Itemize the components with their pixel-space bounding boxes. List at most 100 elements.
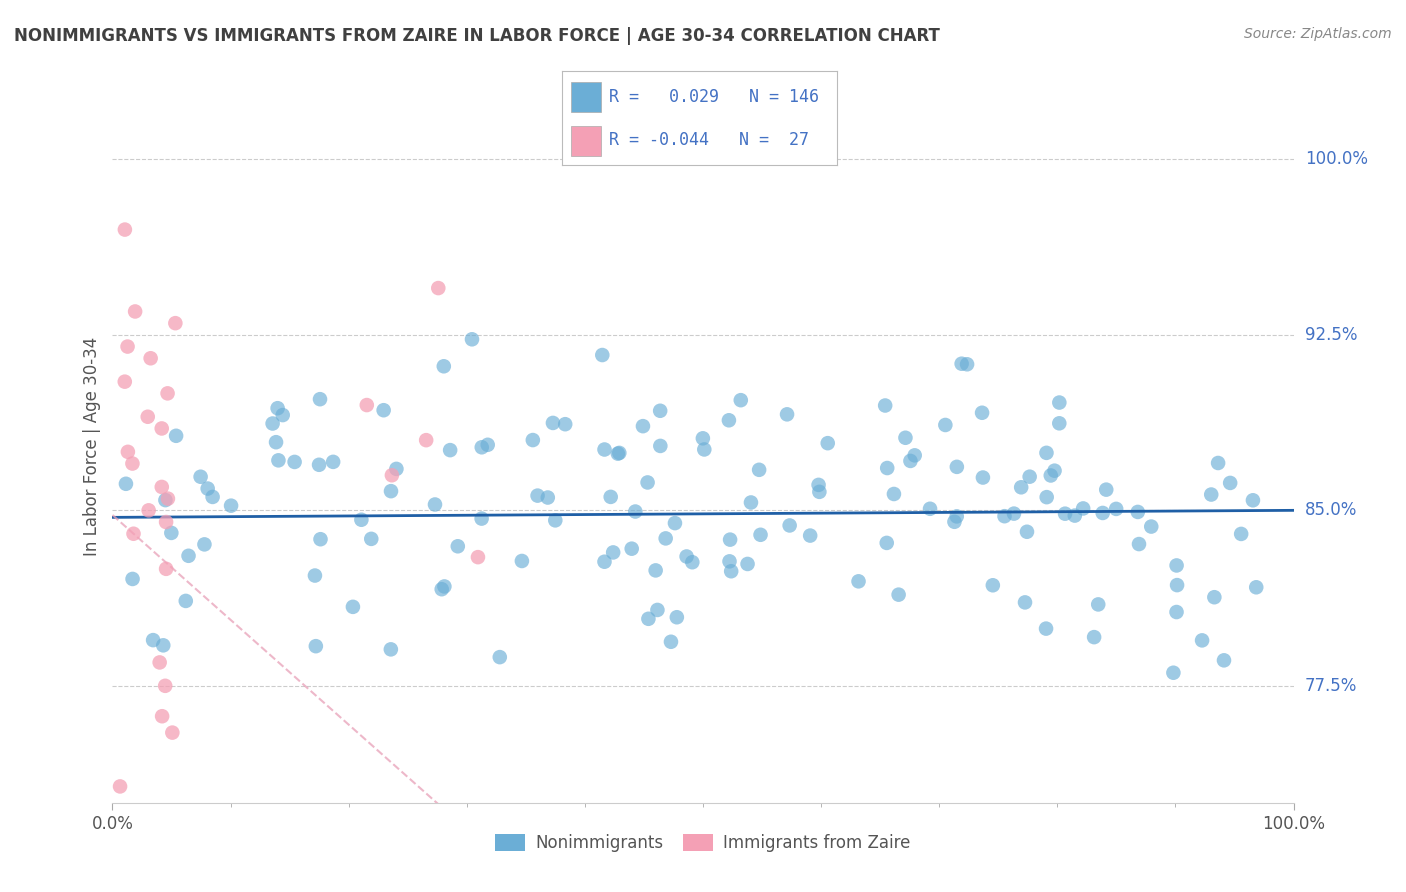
Point <box>447 539 470 553</box>
Point <box>380 642 402 657</box>
Point <box>117 340 139 354</box>
Point <box>692 431 714 445</box>
Point <box>415 433 437 447</box>
Point <box>904 448 927 462</box>
Point <box>381 468 404 483</box>
Point <box>665 610 688 624</box>
Point <box>380 484 402 499</box>
Point <box>165 429 187 443</box>
Point <box>150 709 173 723</box>
Point <box>807 478 830 492</box>
Text: 100.0%: 100.0% <box>1305 151 1368 169</box>
Point <box>305 639 328 653</box>
Point <box>637 475 659 490</box>
Point <box>150 480 173 494</box>
Point <box>1244 580 1267 594</box>
Point <box>887 588 910 602</box>
Point <box>219 499 242 513</box>
Point <box>776 408 799 422</box>
Point <box>1230 527 1253 541</box>
Point <box>1047 417 1070 431</box>
Point <box>309 532 332 546</box>
Point <box>522 433 544 447</box>
Point <box>779 518 801 533</box>
Point <box>1010 480 1032 494</box>
Point <box>136 409 159 424</box>
Point <box>664 516 686 530</box>
Point <box>427 281 450 295</box>
Point <box>373 403 395 417</box>
Point <box>1095 483 1118 497</box>
Point <box>1204 591 1226 605</box>
Text: R = -0.044   N =  27: R = -0.044 N = 27 <box>609 131 808 149</box>
Point <box>817 436 839 450</box>
Point <box>647 603 669 617</box>
Point <box>1091 506 1114 520</box>
Point <box>943 515 966 529</box>
Point <box>114 222 136 236</box>
Point <box>1166 605 1188 619</box>
Point <box>740 495 762 509</box>
Point <box>108 780 131 794</box>
Point <box>693 442 716 457</box>
Point <box>1105 502 1128 516</box>
Point <box>477 438 499 452</box>
Point <box>1043 464 1066 478</box>
Point <box>304 568 326 582</box>
Point <box>950 357 973 371</box>
Point <box>591 348 613 362</box>
Point <box>1035 490 1057 504</box>
Point <box>1063 508 1085 523</box>
Text: NONIMMIGRANTS VS IMMIGRANTS FROM ZAIRE IN LABOR FORCE | AGE 30-34 CORRELATION CH: NONIMMIGRANTS VS IMMIGRANTS FROM ZAIRE I… <box>14 27 941 45</box>
Point <box>554 417 576 432</box>
Text: 92.5%: 92.5% <box>1305 326 1357 343</box>
Point <box>720 564 742 578</box>
Point <box>1140 519 1163 533</box>
Point <box>271 408 294 422</box>
Point <box>149 656 172 670</box>
Point <box>848 574 870 589</box>
Point <box>162 725 184 739</box>
Point <box>152 638 174 652</box>
FancyBboxPatch shape <box>571 82 600 112</box>
Point <box>808 484 831 499</box>
Point <box>681 555 703 569</box>
Point <box>650 439 672 453</box>
Point <box>993 509 1015 524</box>
Point <box>541 416 564 430</box>
Point <box>150 421 173 435</box>
Point <box>193 537 215 551</box>
Point <box>945 509 967 524</box>
Point <box>544 513 567 527</box>
Point <box>267 453 290 467</box>
Point <box>799 528 821 542</box>
Point <box>385 462 408 476</box>
Point <box>190 469 212 483</box>
Point <box>537 491 560 505</box>
Point <box>266 401 288 416</box>
Point <box>284 455 307 469</box>
Point <box>1054 507 1077 521</box>
Point <box>1015 524 1038 539</box>
Point <box>342 599 364 614</box>
Point <box>631 419 654 434</box>
Point <box>155 493 177 508</box>
Point <box>488 650 510 665</box>
Point <box>1241 493 1264 508</box>
Point <box>1014 595 1036 609</box>
Point <box>165 316 187 330</box>
Point <box>946 459 969 474</box>
Point <box>1018 469 1040 483</box>
Point <box>606 447 628 461</box>
Point <box>918 501 941 516</box>
Point <box>510 554 533 568</box>
Point <box>526 489 548 503</box>
Point <box>1219 475 1241 490</box>
Point <box>644 563 666 577</box>
Point <box>620 541 643 556</box>
Legend: Nonimmigrants, Immigrants from Zaire: Nonimmigrants, Immigrants from Zaire <box>488 827 918 859</box>
Point <box>439 443 461 458</box>
Point <box>637 612 659 626</box>
Point <box>264 435 287 450</box>
Point <box>360 532 382 546</box>
